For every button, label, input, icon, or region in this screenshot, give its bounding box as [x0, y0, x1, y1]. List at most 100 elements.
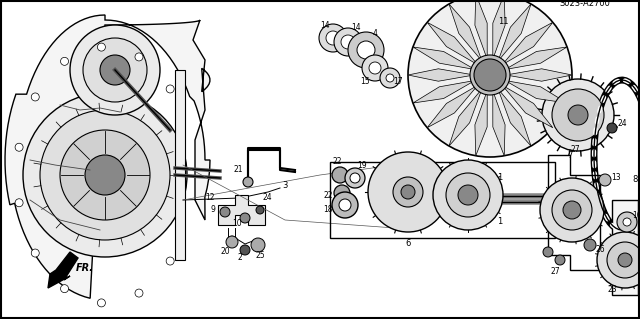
Text: 22: 22: [323, 190, 333, 199]
Text: 14: 14: [320, 20, 330, 29]
Circle shape: [401, 185, 415, 199]
Circle shape: [23, 93, 187, 257]
Circle shape: [240, 213, 250, 223]
Circle shape: [446, 173, 490, 217]
Circle shape: [100, 55, 130, 85]
Text: 3: 3: [282, 181, 288, 189]
Polygon shape: [5, 15, 210, 298]
Circle shape: [332, 167, 348, 183]
Circle shape: [552, 190, 592, 230]
Text: 11: 11: [498, 18, 508, 26]
Circle shape: [618, 253, 632, 267]
Circle shape: [332, 192, 358, 218]
Polygon shape: [498, 89, 531, 146]
Circle shape: [226, 236, 238, 248]
Circle shape: [166, 257, 174, 265]
Circle shape: [166, 85, 174, 93]
Circle shape: [584, 239, 596, 251]
Circle shape: [470, 55, 510, 95]
Text: 27: 27: [570, 145, 580, 154]
Circle shape: [334, 28, 362, 56]
Text: 22: 22: [332, 158, 342, 167]
Text: 21: 21: [234, 166, 243, 174]
Circle shape: [251, 238, 265, 252]
Circle shape: [243, 177, 253, 187]
Circle shape: [542, 79, 614, 151]
Text: 4: 4: [372, 28, 378, 38]
Circle shape: [70, 25, 160, 115]
Text: 24: 24: [262, 194, 272, 203]
Polygon shape: [475, 91, 487, 156]
Polygon shape: [413, 47, 475, 70]
Circle shape: [563, 201, 581, 219]
Circle shape: [408, 0, 572, 157]
Polygon shape: [493, 0, 505, 59]
Circle shape: [380, 68, 400, 88]
Circle shape: [357, 41, 375, 59]
Text: 12: 12: [205, 194, 215, 203]
Circle shape: [334, 185, 350, 201]
Polygon shape: [505, 47, 567, 70]
Text: 10: 10: [232, 219, 242, 228]
Text: 18: 18: [323, 205, 333, 214]
Text: 15: 15: [360, 78, 370, 86]
Text: 19: 19: [357, 160, 367, 169]
Circle shape: [458, 185, 478, 205]
Polygon shape: [505, 80, 567, 103]
Text: 27: 27: [550, 268, 560, 277]
Circle shape: [319, 24, 347, 52]
Polygon shape: [427, 22, 477, 65]
Circle shape: [60, 130, 150, 220]
Circle shape: [135, 289, 143, 297]
Circle shape: [433, 160, 503, 230]
Circle shape: [386, 74, 394, 82]
Circle shape: [607, 242, 640, 278]
Circle shape: [83, 38, 147, 102]
Circle shape: [31, 249, 39, 257]
Circle shape: [350, 173, 360, 183]
Text: 1: 1: [497, 173, 502, 182]
Circle shape: [85, 155, 125, 195]
Circle shape: [599, 174, 611, 186]
Polygon shape: [502, 85, 553, 128]
Polygon shape: [408, 69, 474, 81]
Text: 8: 8: [632, 175, 637, 184]
Circle shape: [617, 212, 637, 232]
Text: FR.: FR.: [76, 263, 94, 273]
Circle shape: [474, 59, 506, 91]
Circle shape: [97, 43, 106, 51]
Circle shape: [326, 31, 340, 45]
Polygon shape: [449, 4, 482, 61]
Text: 20: 20: [220, 248, 230, 256]
Circle shape: [220, 207, 230, 217]
Text: 7: 7: [567, 151, 573, 160]
Circle shape: [240, 245, 250, 255]
Circle shape: [256, 206, 264, 214]
Circle shape: [369, 62, 381, 74]
Circle shape: [555, 255, 565, 265]
Text: 26: 26: [595, 246, 605, 255]
Circle shape: [607, 123, 617, 133]
Circle shape: [15, 143, 23, 151]
Circle shape: [362, 55, 388, 81]
Text: 16: 16: [632, 211, 640, 219]
Text: S023-A2700: S023-A2700: [559, 0, 610, 8]
Circle shape: [348, 32, 384, 68]
Text: 1: 1: [497, 218, 502, 226]
Circle shape: [552, 89, 604, 141]
Polygon shape: [506, 69, 572, 81]
Polygon shape: [502, 22, 553, 65]
Polygon shape: [475, 0, 487, 59]
Circle shape: [568, 105, 588, 125]
Circle shape: [61, 57, 68, 65]
Text: 2: 2: [237, 254, 243, 263]
Polygon shape: [413, 80, 475, 103]
Circle shape: [368, 152, 448, 232]
Polygon shape: [427, 85, 477, 128]
Text: 9: 9: [210, 205, 215, 214]
Circle shape: [135, 53, 143, 61]
Polygon shape: [175, 70, 185, 260]
Polygon shape: [218, 195, 265, 225]
Text: 17: 17: [393, 78, 403, 86]
Circle shape: [597, 232, 640, 288]
